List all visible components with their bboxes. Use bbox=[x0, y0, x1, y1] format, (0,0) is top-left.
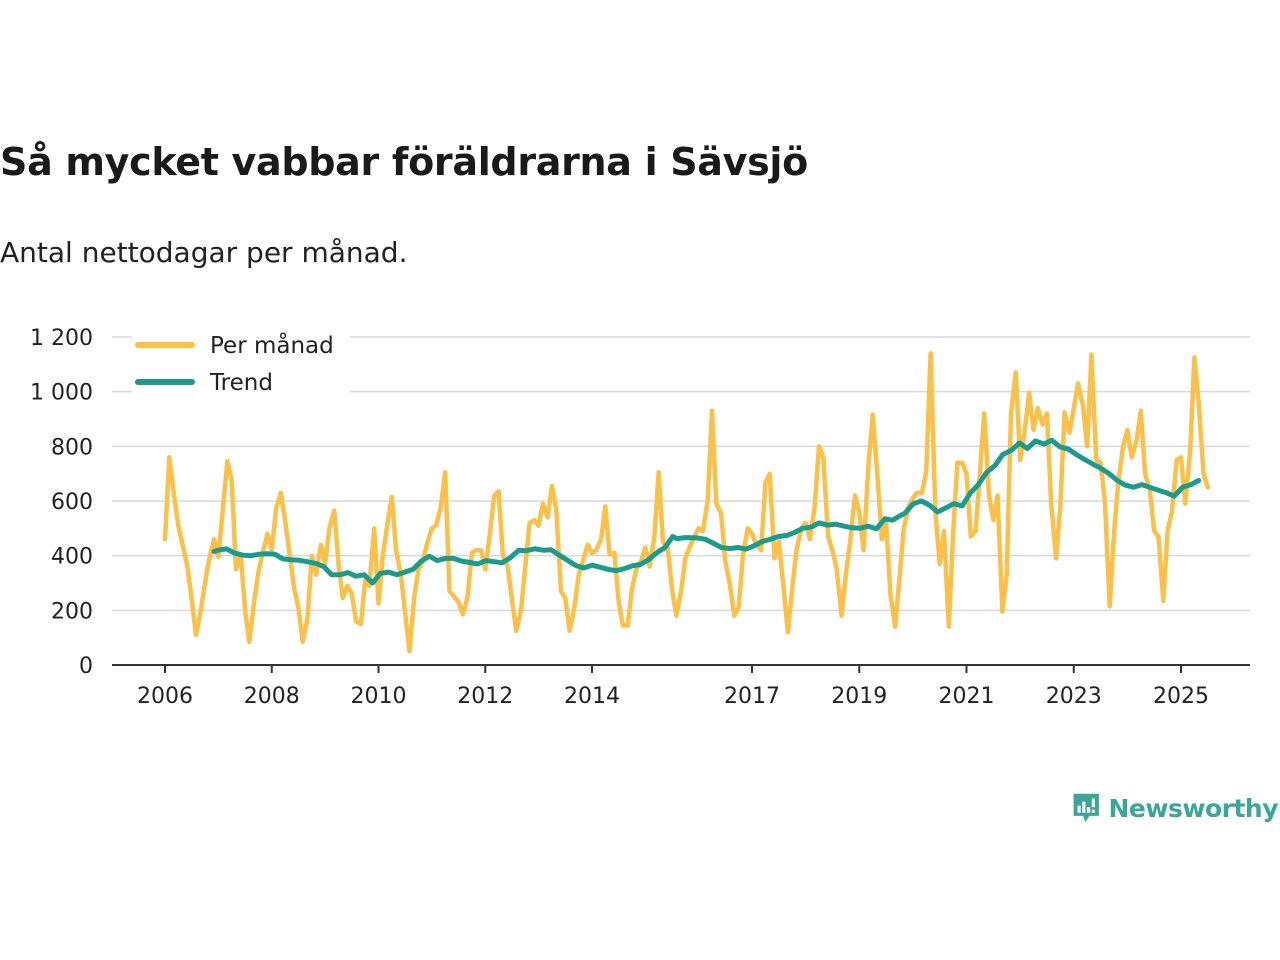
brand-logo: Newsworthy bbox=[1072, 786, 1278, 830]
y-tick-label-1200: 1 200 bbox=[30, 326, 93, 351]
y-tick-label-1000: 1 000 bbox=[30, 381, 93, 406]
brand-name: Newsworthy bbox=[1108, 793, 1279, 823]
legend-label-trend: Trend bbox=[209, 370, 273, 396]
legend-label-per-manad: Per månad bbox=[210, 331, 334, 359]
chart-subtitle: Antal nettodagar per månad. bbox=[0, 236, 408, 269]
series-line-trend bbox=[211, 437, 1202, 586]
y-tick-label-400: 400 bbox=[51, 545, 93, 570]
legend: Per månad Trend bbox=[132, 320, 350, 400]
x-tick-label-2010: 2010 bbox=[351, 684, 407, 709]
x-tick-label-2025: 2025 bbox=[1153, 684, 1209, 709]
newsworthy-logo-icon bbox=[1073, 793, 1099, 823]
x-tick-label-2014: 2014 bbox=[564, 684, 620, 709]
x-tick-label-2012: 2012 bbox=[457, 684, 513, 709]
y-axis: 0 200 400 600 800 1 000 1 200 bbox=[30, 326, 93, 679]
series-line-per-manad bbox=[162, 351, 1211, 654]
x-tick-label-2017: 2017 bbox=[724, 684, 780, 709]
y-tick-label-800: 800 bbox=[51, 435, 93, 460]
x-tick-label-2021: 2021 bbox=[939, 684, 995, 709]
x-axis: 2006 2008 2010 2012 2014 2017 2019 2021 2023 2025 bbox=[112, 664, 1250, 709]
legend-background bbox=[132, 320, 350, 400]
series-lines bbox=[162, 351, 1211, 654]
y-tick-label-600: 600 bbox=[51, 490, 93, 515]
x-tick-label-2019: 2019 bbox=[831, 684, 887, 709]
x-tick-label-2023: 2023 bbox=[1046, 684, 1102, 709]
chart-title: Så mycket vabbar föräldrarna i Sävsjö bbox=[0, 140, 808, 184]
y-tick-label-200: 200 bbox=[51, 599, 93, 624]
x-tick-label-2008: 2008 bbox=[244, 684, 300, 709]
x-tick-label-2006: 2006 bbox=[137, 684, 193, 709]
y-tick-label-0: 0 bbox=[79, 654, 93, 679]
